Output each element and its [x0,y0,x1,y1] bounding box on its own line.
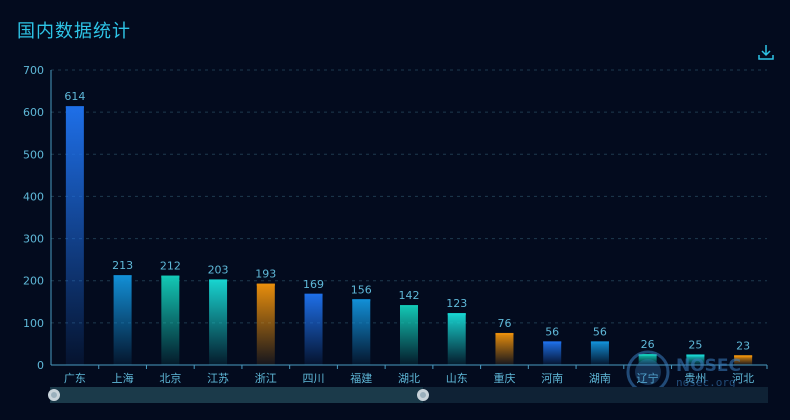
bar-cap [256,283,275,286]
data-zoom-end-handle[interactable] [417,389,430,401]
data-label: 142 [399,289,420,302]
bar-cap [352,299,371,302]
watermark-url: nosec.org [676,376,736,389]
bar-cap [686,354,705,357]
data-label: 156 [351,283,372,296]
bar-cap [734,355,753,358]
data-label: 614 [64,90,85,103]
x-tick-label: 湖南 [589,372,611,385]
x-tick-label: 河南 [541,372,563,385]
x-tick-label: 广东 [64,372,86,385]
y-tick-label: 100 [23,317,44,330]
data-label: 203 [208,263,229,276]
bar-四川[interactable] [304,293,323,365]
data-label: 56 [545,325,559,338]
bar-cap [304,293,323,296]
bar-cap [543,341,562,344]
bar-chart: 0 100 200 300 400 500 600 700 614 213 212 203 193 16… [23,64,768,385]
watermark-text: NOSEC [676,356,742,376]
data-label: 212 [160,260,181,273]
data-zoom-slider[interactable] [48,387,768,403]
data-label: 76 [497,317,511,330]
grid-lines [51,69,767,324]
bar-cap [447,313,466,316]
bar-cap [495,332,514,335]
y-tick-label: 200 [23,275,44,288]
bar-cap [209,279,228,282]
x-tick-label: 江苏 [207,372,229,385]
y-tick-label: 300 [23,233,44,246]
data-label: 56 [593,325,607,338]
y-tick-label: 600 [23,106,44,119]
data-label: 123 [446,297,467,310]
y-tick-label: 700 [23,64,44,77]
data-label: 23 [736,339,750,352]
data-zoom-selection[interactable] [50,387,424,403]
x-tick-label: 贵州 [684,372,706,385]
data-label: 193 [255,268,276,281]
x-tick-label: 北京 [159,371,181,385]
bar-贵州[interactable] [686,354,705,365]
bar-上海[interactable] [113,275,132,365]
bar-湖南[interactable] [590,341,609,365]
bar-cap [400,305,418,308]
y-tick-label: 0 [37,359,44,372]
y-tick-label: 400 [23,190,44,203]
bar-山东[interactable] [447,313,466,365]
bar-cap [638,354,657,357]
x-axis: 广东 上海 北京 江苏 浙江 四川 福建 湖北 山东 重庆 河南 湖南 辽宁 贵州 河北 [51,364,768,385]
x-tick-label: 湖北 [398,372,420,385]
watermark: NOSEC nosec.org [626,350,756,398]
bar-广东[interactable] [65,106,84,365]
bar-cap [590,341,609,344]
x-tick-label: 福建 [350,371,372,385]
x-tick-label: 四川 [303,372,325,385]
data-label: 213 [112,259,133,272]
bar-cap [113,275,132,278]
bar-福建[interactable] [352,299,371,365]
bars [65,106,753,365]
x-tick-label: 浙江 [255,372,277,385]
bar-浙江[interactable] [256,283,275,365]
bar-北京[interactable] [161,275,180,365]
bar-河北[interactable] [734,355,753,365]
bar-辽宁[interactable] [638,354,657,365]
x-tick-label: 上海 [112,371,134,385]
chart-title: 国内数据统计 [17,21,131,42]
x-tick-label: 重庆 [493,371,515,385]
bar-cap [65,106,84,109]
data-label: 26 [641,338,655,351]
x-tick-label: 河北 [732,372,754,385]
download-icon[interactable] [757,43,775,61]
data-zoom-start-handle[interactable] [48,389,60,401]
data-label: 25 [688,338,702,351]
bar-湖北[interactable] [400,305,418,365]
x-tick-label: 山东 [446,372,468,385]
x-tick-label: 辽宁 [637,371,659,385]
bar-重庆[interactable] [495,332,514,365]
y-tick-label: 500 [23,148,44,161]
bar-cap [161,275,180,278]
bar-江苏[interactable] [209,279,228,365]
bar-河南[interactable] [543,341,562,365]
data-label: 169 [303,278,324,291]
data-labels: 614 213 212 203 193 169 156 142 123 76 56 56 26 25 23 [64,90,750,352]
y-axis: 0 100 200 300 400 500 600 700 [23,64,52,372]
